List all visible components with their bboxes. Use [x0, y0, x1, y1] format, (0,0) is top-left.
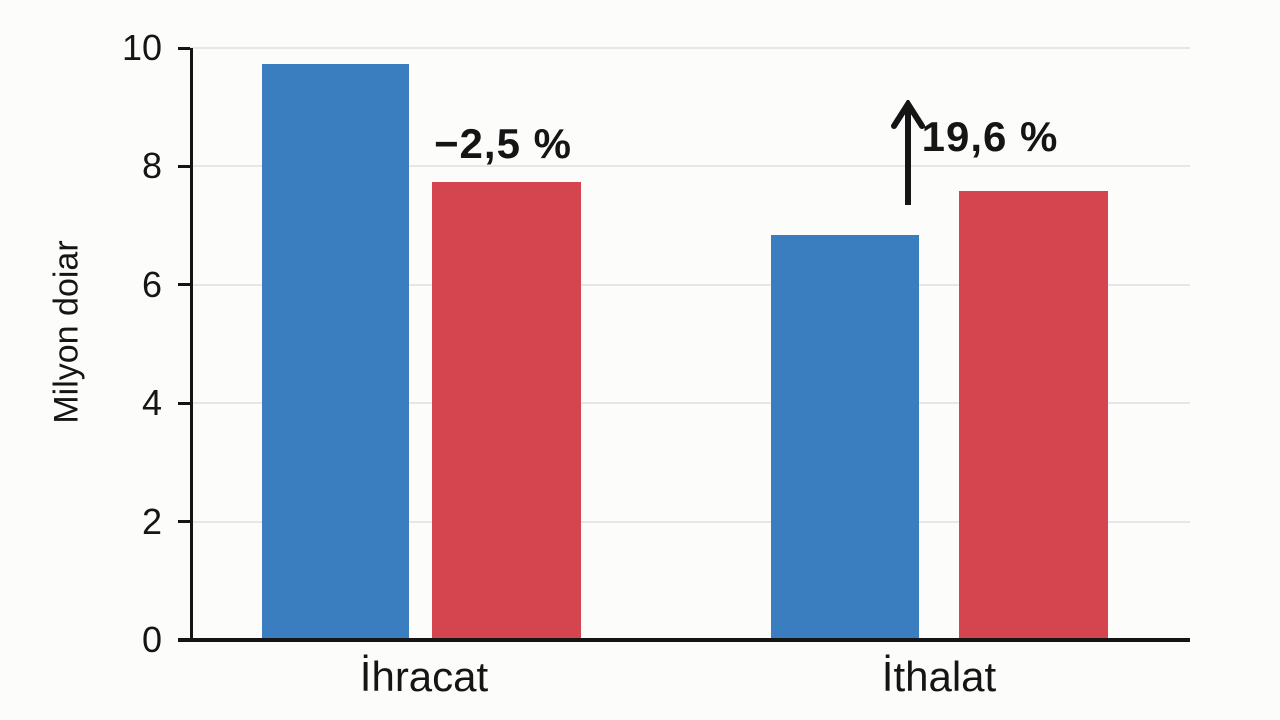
y-tick-label-2: 2: [141, 500, 162, 542]
gridline-6: [190, 283, 1190, 286]
bar-blue-ithalat: [771, 235, 919, 638]
y-tick-label-0: 0: [141, 619, 162, 660]
gridline-8: [190, 165, 1190, 168]
annotation-ihracat: −2,5 %: [434, 120, 572, 167]
bar-red-ithalat: [959, 191, 1108, 638]
y-tick-label-6: 6: [141, 263, 162, 305]
x-axis-line: [178, 638, 1190, 642]
annotation-ithalat: 19,6 %: [921, 113, 1059, 160]
y-tick-6: [178, 283, 190, 287]
gridline-4: [190, 402, 1190, 405]
bar-blue-ihracat: [262, 63, 409, 638]
x-category-label-ithalat: İthalat: [881, 653, 997, 700]
y-axis-line: [190, 48, 193, 640]
bar-red-ihracat: [432, 182, 581, 638]
up-arrow-icon: [888, 98, 928, 207]
gridline-2: [190, 520, 1190, 523]
gridline-10: [190, 47, 1190, 49]
y-tick-label-8: 8: [141, 145, 162, 187]
y-tick-label-10: 10: [121, 27, 162, 68]
y-tick-8: [178, 164, 190, 168]
y-tick-10: [178, 46, 190, 50]
y-tick-label-4: 4: [141, 382, 162, 424]
y-tick-4: [178, 401, 190, 405]
x-category-label-ihracat: İhracat: [359, 653, 489, 700]
y-tick-2: [178, 520, 190, 524]
